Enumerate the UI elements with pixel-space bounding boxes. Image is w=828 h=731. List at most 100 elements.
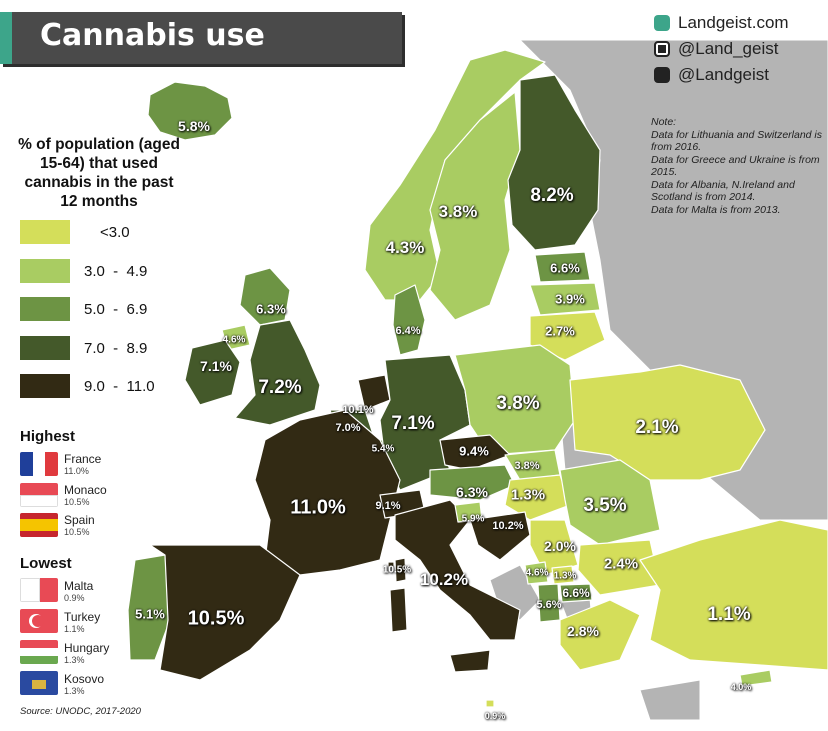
instagram-icon <box>654 41 670 57</box>
map-label-bulgaria: 2.4% <box>603 555 639 573</box>
lowest-country: Kosovo <box>64 672 105 686</box>
map-label-northern-ireland: 4.6% <box>222 334 246 346</box>
country-hungary <box>504 474 571 521</box>
island-corsica <box>394 557 407 583</box>
map-label-cyprus: 4.0% <box>730 682 752 692</box>
country-spain <box>149 544 301 681</box>
map-label-finland: 8.2% <box>530 185 574 206</box>
note-line: Data for Greece and Ukraine is from 2015… <box>651 153 820 179</box>
brand-instagram-row: @Land_geist <box>654 36 789 62</box>
map-label-estonia: 6.6% <box>550 260 580 276</box>
highest-value: 11.0% <box>64 466 89 476</box>
highest-country: Monaco <box>64 483 107 497</box>
brand-twitter-row: @Landgeist <box>654 62 789 88</box>
title-accent-stripe <box>0 12 12 64</box>
hungary-flag-icon <box>20 640 58 664</box>
country-sweden <box>429 91 521 321</box>
country-scotland <box>239 267 291 326</box>
map-label-latvia: 3.9% <box>555 291 585 307</box>
country-iceland <box>147 81 233 141</box>
brand-site: Landgeist.com <box>678 13 789 32</box>
highest-value: 10.5% <box>64 497 90 507</box>
country-greece <box>559 599 641 671</box>
legend-swatch <box>20 259 70 283</box>
map-label-croatia: 10.2% <box>492 520 524 532</box>
legend-swatch <box>20 220 70 244</box>
country-kosovo <box>551 565 575 585</box>
spain-flag-icon <box>20 513 58 537</box>
map-label-ireland: 7.1% <box>200 358 232 374</box>
country-england <box>234 319 321 426</box>
country-france <box>254 409 401 576</box>
island-sicily <box>449 649 491 673</box>
map-label-norway: 4.3% <box>385 238 425 257</box>
country-finland <box>507 74 601 251</box>
map-label-czechia: 9.4% <box>459 443 489 459</box>
brand-twitter: @Landgeist <box>678 65 769 84</box>
legend-swatch <box>20 374 70 398</box>
map-label-sweden: 3.8% <box>438 202 478 221</box>
kosovo-flag-icon <box>20 671 58 695</box>
map-label-france: 11.0% <box>290 496 346 519</box>
note-line: Data for Lithuania and Switzerland is fr… <box>651 128 823 154</box>
twitter-icon <box>654 67 670 83</box>
legend-label: 5.0 - 6.9 <box>84 301 148 318</box>
country-latvia <box>529 282 601 316</box>
brand-site-row: Landgeist.com <box>654 10 789 36</box>
map-label-italy: 10.2% <box>419 570 469 589</box>
country-ireland <box>184 339 241 406</box>
map-label-albania: 5.6% <box>536 599 562 611</box>
lowest-value: 0.9% <box>64 593 85 603</box>
lowest-value: 1.3% <box>64 686 85 696</box>
map-label-denmark: 6.4% <box>395 325 421 337</box>
legend-swatch <box>20 297 70 321</box>
map-label-germany: 7.1% <box>391 413 435 434</box>
note-heading: Note: <box>651 116 677 128</box>
malta-flag-icon <box>20 578 58 602</box>
legend-title: % of population (aged 15-64) that used c… <box>18 136 180 210</box>
map-label-north-macedonia: 6.6% <box>562 586 590 600</box>
map-label-scotland: 6.3% <box>256 301 286 317</box>
map-label-luxembourg: 5.4% <box>371 443 395 455</box>
lowest-country: Turkey <box>64 610 101 624</box>
lowest-country: Malta <box>64 579 94 593</box>
map-label-turkey: 1.1% <box>707 604 751 625</box>
island-sardinia <box>389 587 408 633</box>
note-line: Data for Albania, N.Ireland and Scotland… <box>651 178 795 204</box>
map-label-serbia: 2.0% <box>544 538 576 554</box>
monaco-flag-icon <box>20 483 58 507</box>
country-croatia <box>469 511 531 561</box>
title-bar: Cannabis use <box>0 12 402 64</box>
map-label-belgium: 7.0% <box>335 422 361 434</box>
highest-value: 10.5% <box>64 527 90 537</box>
country-denmark <box>392 284 426 356</box>
map-label-ukraine: 2.1% <box>635 417 679 438</box>
highest-country: Spain <box>64 513 95 527</box>
page-title: Cannabis use <box>40 18 265 53</box>
lowest-title: Lowest <box>20 555 72 572</box>
map-label-england: 7.2% <box>258 377 302 398</box>
map-label-netherlands: 10.1% <box>342 404 374 416</box>
note-line: Data for Malta is from 2013. <box>651 203 781 216</box>
country-turkey <box>639 519 828 671</box>
source-note: Source: UNODC, 2017-2020 <box>20 706 141 717</box>
map-label-greece: 2.8% <box>567 623 599 639</box>
map-label-poland: 3.8% <box>496 393 540 414</box>
map-label-spain: 10.5% <box>187 607 245 630</box>
highest-title: Highest <box>20 428 76 445</box>
country-estonia <box>534 251 591 283</box>
country-north-macedonia <box>559 583 593 603</box>
map-label-hungary: 1.3% <box>510 486 546 504</box>
highest-country: France <box>64 452 102 466</box>
country-montenegro <box>524 561 549 585</box>
legend-label: 3.0 - 4.9 <box>84 263 148 280</box>
globe-icon <box>654 15 670 31</box>
brand-block: Landgeist.com @Land_geist @Landgeist <box>654 10 789 88</box>
map-label-slovakia: 3.8% <box>514 460 540 472</box>
lowest-country: Hungary <box>64 641 110 655</box>
legend-label: <3.0 <box>100 224 130 241</box>
map-label-iceland: 5.8% <box>178 118 210 134</box>
map-label-romania: 3.5% <box>583 495 627 516</box>
map-label-austria: 6.3% <box>456 484 488 500</box>
